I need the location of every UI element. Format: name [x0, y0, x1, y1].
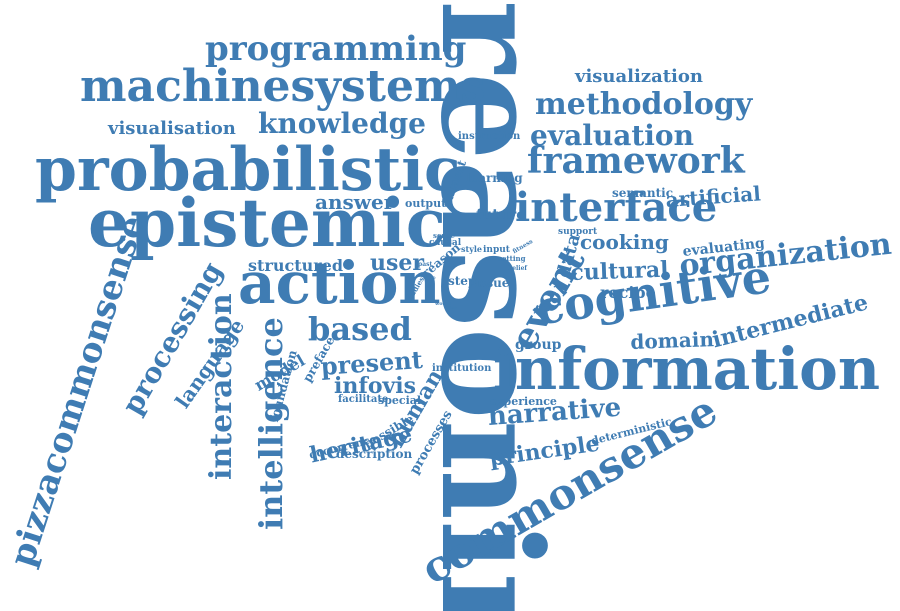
word-output: output: [405, 197, 447, 210]
word-instruction: instruction: [458, 131, 521, 142]
word-user: user: [370, 250, 424, 276]
word-answer: answer: [315, 190, 395, 214]
word-information: information: [493, 335, 881, 403]
word-action: action: [238, 249, 441, 317]
word-evaluation: evaluation: [530, 119, 694, 152]
word-step: step: [448, 274, 477, 288]
word-group: group: [515, 337, 562, 353]
word-belief: belief: [508, 265, 527, 272]
word-learning: learning: [466, 171, 523, 185]
word-support: support: [558, 227, 598, 237]
word-special: special: [378, 394, 422, 407]
word-artificial: artificial: [664, 181, 762, 212]
word-visualization: visualization: [575, 66, 703, 87]
word-infovis: infovis: [334, 373, 417, 399]
word-structured: structured: [248, 256, 344, 275]
word-machinesystems: machinesystems: [80, 61, 486, 112]
word-institution: institution: [432, 363, 492, 374]
word-framework: framework: [527, 140, 745, 182]
word-interface: interface: [515, 184, 718, 231]
word-cooking: cooking: [580, 230, 669, 254]
word-methodology: methodology: [535, 87, 753, 122]
word-probabilistic: probabilistic: [35, 135, 461, 205]
word-input: input: [483, 245, 510, 255]
word-style: style: [461, 244, 482, 254]
word-experience: experience: [490, 395, 557, 408]
word-knowledge: knowledge: [258, 107, 426, 140]
word-based: based: [308, 310, 412, 348]
word-world: world: [435, 301, 451, 307]
word-cultural: cultural: [569, 256, 669, 286]
word-domain: domain: [629, 327, 715, 354]
word-description: description: [336, 447, 413, 461]
word-epistemic: epistemic: [88, 184, 446, 262]
word-causal: causal: [429, 238, 462, 248]
word-intelligence: intelligence: [252, 317, 290, 530]
word-issue: issue: [475, 276, 510, 290]
word-semantic: semantic: [612, 186, 673, 200]
word-sense: sense: [433, 231, 455, 240]
word-setting: setting: [498, 254, 526, 263]
word-past: past: [418, 261, 433, 268]
word-recipe: recipe: [600, 283, 656, 302]
word-case: case: [445, 305, 458, 311]
word-future: future: [476, 207, 526, 223]
word-visualisation: visualisation: [108, 118, 236, 139]
word-programming: programming: [205, 29, 467, 69]
word-facilitate: facilitate: [338, 394, 389, 405]
